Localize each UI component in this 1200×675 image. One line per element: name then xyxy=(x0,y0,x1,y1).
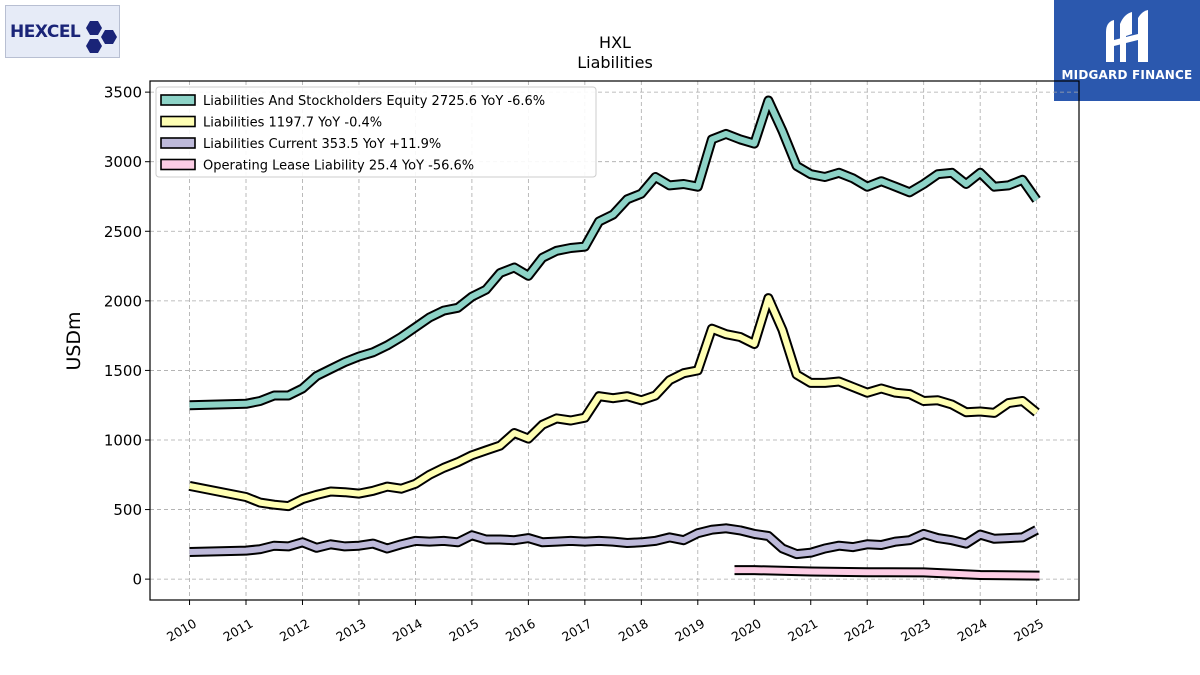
hexcel-logo: HEXCEL xyxy=(5,5,120,58)
legend-swatch xyxy=(160,115,196,128)
x-axis-ticks: 2010 2011 2012 2013 2014 2015 2016 2017 2018 2019… xyxy=(164,600,1046,645)
midgard-finance-logo-text: MIDGARD FINANCE xyxy=(1061,68,1193,82)
plot-frame xyxy=(149,80,1080,601)
x-tick-label: 2019 xyxy=(672,616,707,645)
y-tick-label: 2000 xyxy=(104,292,142,310)
legend-entry-label: Operating Lease Liability 25.4 YoY -56.6… xyxy=(203,159,474,174)
series-liabilities xyxy=(188,293,1040,512)
chart-subtitle: Liabilities xyxy=(577,53,653,72)
y-tick-label: 3500 xyxy=(104,84,142,102)
y-tick-label: 1000 xyxy=(104,431,142,449)
x-tick-label: 2025 xyxy=(1011,616,1046,645)
y-tick-label: 2500 xyxy=(104,223,142,241)
x-tick-label: 2021 xyxy=(785,616,820,645)
series-line xyxy=(188,295,1039,510)
midgard-finance-logo: MIDGARD FINANCE xyxy=(1054,0,1200,101)
y-tick-label: 1500 xyxy=(104,362,142,380)
x-tick-label: 2022 xyxy=(842,616,877,645)
series-line xyxy=(734,567,1040,579)
series-line xyxy=(189,525,1039,558)
legend-entry-label: Liabilities Current 353.5 YoY +11.9% xyxy=(203,137,441,152)
legend-swatch xyxy=(160,158,196,171)
series-liabilities-and-stockholders-equity xyxy=(189,95,1041,411)
legend-entry-label: Liabilities And Stockholders Equity 2725… xyxy=(203,94,545,109)
x-tick-label: 2011 xyxy=(220,616,255,645)
hexagon-cluster-icon xyxy=(86,21,117,53)
x-tick-label: 2018 xyxy=(616,616,651,645)
x-tick-label: 2013 xyxy=(333,616,368,645)
legend: Liabilities And Stockholders Equity 2725… xyxy=(155,86,597,178)
hexcel-logo-text: HEXCEL xyxy=(10,22,81,42)
x-tick-label: 2015 xyxy=(446,616,481,645)
legend-entry-label: Liabilities 1197.7 YoY -0.4% xyxy=(203,116,382,131)
x-tick-label: 2010 xyxy=(164,616,199,645)
x-tick-label: 2014 xyxy=(390,616,425,645)
midgard-emblem-icon xyxy=(1106,10,1148,62)
x-tick-label: 2023 xyxy=(898,616,933,645)
chart-title: HXL xyxy=(599,33,631,52)
legend-box xyxy=(155,86,597,178)
y-tick-label: 0 xyxy=(132,571,142,589)
series-operating-lease-liability xyxy=(734,565,1040,581)
series-lines xyxy=(188,95,1041,581)
x-tick-label: 2020 xyxy=(729,616,764,645)
series-line xyxy=(189,97,1040,409)
series-liabilities-current xyxy=(189,523,1039,560)
y-tick-label: 500 xyxy=(113,501,142,519)
y-tick-label: 3000 xyxy=(104,153,142,171)
legend-swatch xyxy=(160,94,196,106)
legend-swatch xyxy=(160,137,196,149)
series-outline xyxy=(188,293,1040,512)
y-axis-label: USDm xyxy=(63,311,85,370)
x-tick-label: 2016 xyxy=(503,616,538,645)
x-tick-label: 2012 xyxy=(277,616,312,645)
x-tick-label: 2024 xyxy=(955,616,990,645)
y-axis-ticks: 0 500 1000 1500 2000 2500 3000 3500 xyxy=(104,84,150,589)
x-tick-label: 2017 xyxy=(559,616,594,645)
